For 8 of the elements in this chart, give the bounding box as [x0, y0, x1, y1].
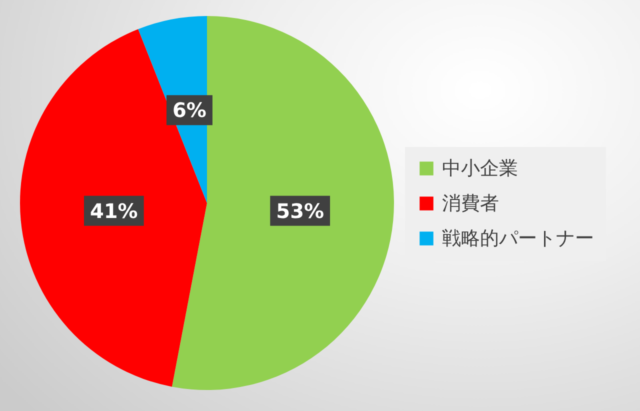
- legend-label: 消費者: [442, 192, 499, 214]
- data-label: 41%: [90, 198, 138, 223]
- legend-label: 戦略的パートナー: [442, 228, 594, 250]
- pie-slice: [20, 29, 207, 387]
- legend-label: 中小企業: [442, 158, 518, 180]
- data-label: 6%: [172, 98, 206, 122]
- data-label: 53%: [276, 198, 324, 223]
- pie-slice: [172, 16, 394, 390]
